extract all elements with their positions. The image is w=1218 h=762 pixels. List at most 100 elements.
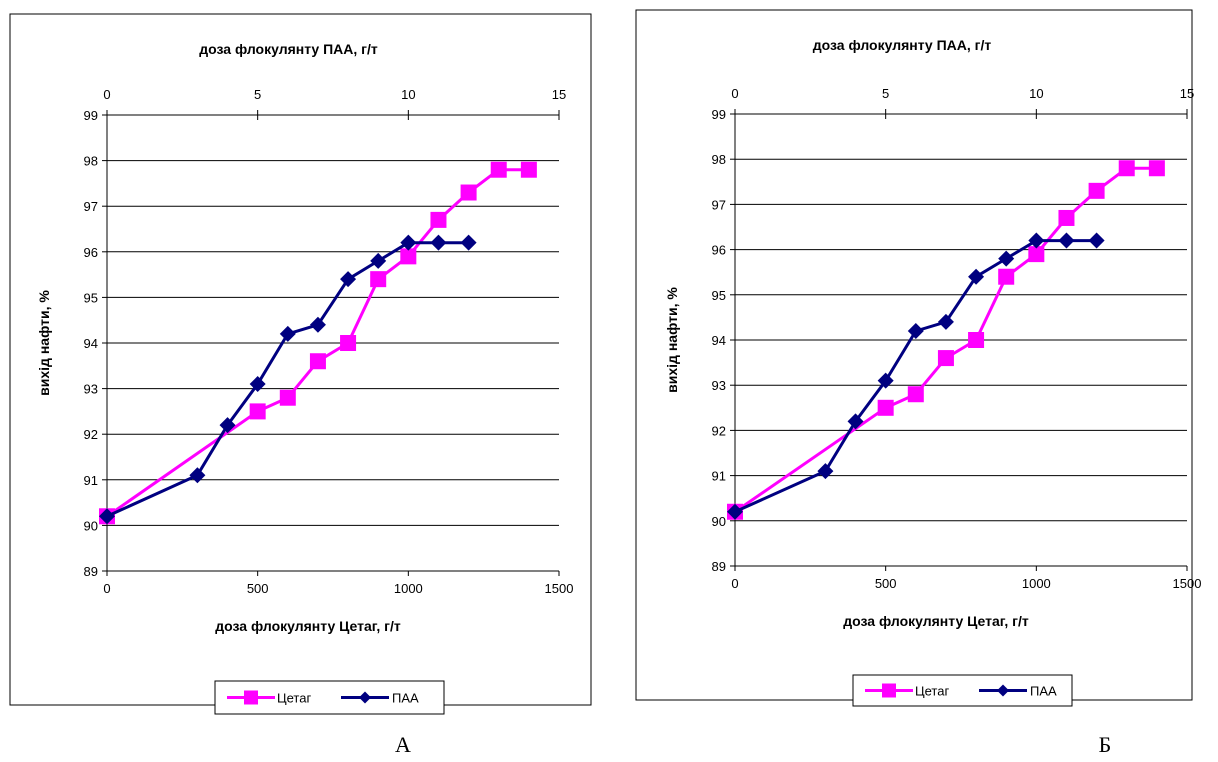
legend-label-paa: ПАА [392,691,419,706]
data-point-paa [189,467,206,484]
data-point-paa [430,234,447,251]
y-tick-label: 97 [84,199,98,214]
y-tick-label: 94 [84,336,98,351]
y-tick-label: 90 [712,514,726,529]
data-point-paa [937,313,954,330]
y-tick-label: 94 [712,333,726,348]
chart-area-frame [635,9,1193,701]
data-point-paa [400,234,417,251]
x-tick-label: 0 [103,581,110,596]
legend-swatch-marker-paa [997,684,1009,697]
data-point-paa [998,250,1015,267]
x-tick-label: 1000 [394,581,423,596]
data-point-paa [907,322,924,339]
x-axis-title: доза флокулянту Цетаг, г/т [215,618,401,634]
data-point-cetag [1148,160,1165,177]
x2-tick-label: 10 [401,87,415,102]
y-tick-label: 99 [712,107,726,122]
data-point-paa [219,417,236,434]
y-tick-label: 90 [84,518,98,533]
y-tick-label: 91 [84,473,98,488]
x2-tick-label: 5 [254,87,261,102]
x2-tick-label: 5 [882,86,889,101]
y-tick-label: 89 [84,564,98,579]
data-point-paa [99,508,115,525]
data-point-paa [1028,232,1045,249]
data-point-paa [1088,232,1105,249]
legend-label-paa: ПАА [1030,684,1057,699]
x-tick-label: 500 [875,576,897,591]
x2-tick-label: 0 [103,87,110,102]
legend-swatch-marker-cetag [882,683,896,698]
legend-swatch-marker-paa [359,691,371,704]
data-point-paa [847,413,864,430]
chart-svg-a: 89 90 91 92 93 94 95 96 97 98 99 0 500 1000 1500 0 5 10 15… [9,13,592,757]
y-tick-label: 93 [712,378,726,393]
y-axis-title: вихід нафти, % [664,287,680,393]
data-point-cetag [400,248,417,265]
y-tick-label: 92 [712,423,726,438]
data-point-cetag [937,350,954,367]
x2-axis-title: доза флокулянту ПАА, г/т [199,41,378,57]
data-point-cetag [430,211,447,228]
data-point-paa [727,503,743,520]
y-tick-label: 98 [712,152,726,167]
x-tick-label: 1000 [1022,576,1051,591]
x2-tick-label: 0 [731,86,738,101]
y-axis-title: вихід нафти, % [36,290,52,396]
data-point-cetag [1028,246,1045,263]
data-point-paa [370,252,387,269]
y-tick-label: 89 [712,559,726,574]
x2-tick-label: 15 [552,87,566,102]
y-tick-label: 98 [84,154,98,169]
x-axis-title: доза флокулянту Цетаг, г/т [843,613,1029,629]
panel-caption: А [395,732,411,757]
data-point-paa [877,372,894,389]
data-point-paa [279,325,296,342]
data-point-cetag [460,184,477,201]
legend-label-cetag: Цетаг [915,684,949,699]
data-point-cetag [968,332,985,348]
data-point-cetag [1088,182,1105,199]
y-tick-label: 99 [84,108,98,123]
chart-panel-b: 89 90 91 92 93 94 95 96 97 98 99 0 500 1000 1500 0 5 10 15… [609,0,1218,762]
x-tick-label: 1500 [545,581,574,596]
data-point-cetag [249,403,266,420]
data-point-paa [817,463,834,480]
legend-swatch-marker-cetag [244,690,258,705]
x-tick-label: 1500 [1173,576,1202,591]
data-point-cetag [907,386,924,403]
data-point-cetag [1058,209,1075,226]
data-point-cetag [1118,160,1135,177]
data-point-paa [309,316,326,333]
data-point-cetag [998,268,1015,285]
y-tick-label: 95 [712,288,726,303]
data-point-paa [1058,232,1075,249]
panel-caption: Б [1099,732,1112,757]
y-tick-label: 91 [712,469,726,484]
y-tick-label: 95 [84,290,98,305]
legend-label-cetag: Цетаг [277,691,311,706]
data-point-cetag [520,161,537,178]
data-point-paa [340,271,357,288]
y-tick-label: 96 [84,245,98,260]
data-point-cetag [370,271,387,288]
data-point-cetag [490,161,507,178]
y-tick-label: 97 [712,197,726,212]
chart-svg-b: 89 90 91 92 93 94 95 96 97 98 99 0 500 1000 1500 0 5 10 15… [635,9,1202,757]
x-tick-label: 500 [247,581,269,596]
data-point-cetag [340,335,357,351]
data-point-paa [249,376,266,393]
y-tick-label: 92 [84,427,98,442]
data-point-cetag [877,399,894,416]
data-point-paa [968,268,985,285]
x2-tick-label: 10 [1029,86,1043,101]
x2-axis-title: доза флокулянту ПАА, г/т [813,37,992,53]
chart-panel-a: 89 90 91 92 93 94 95 96 97 98 99 0 500 1000 1500 0 5 10 15… [9,13,592,757]
x-tick-label: 0 [731,576,738,591]
data-point-cetag [279,389,296,406]
data-point-paa [460,234,477,251]
x2-tick-label: 15 [1180,86,1194,101]
y-tick-label: 96 [712,243,726,258]
data-point-cetag [309,353,326,370]
